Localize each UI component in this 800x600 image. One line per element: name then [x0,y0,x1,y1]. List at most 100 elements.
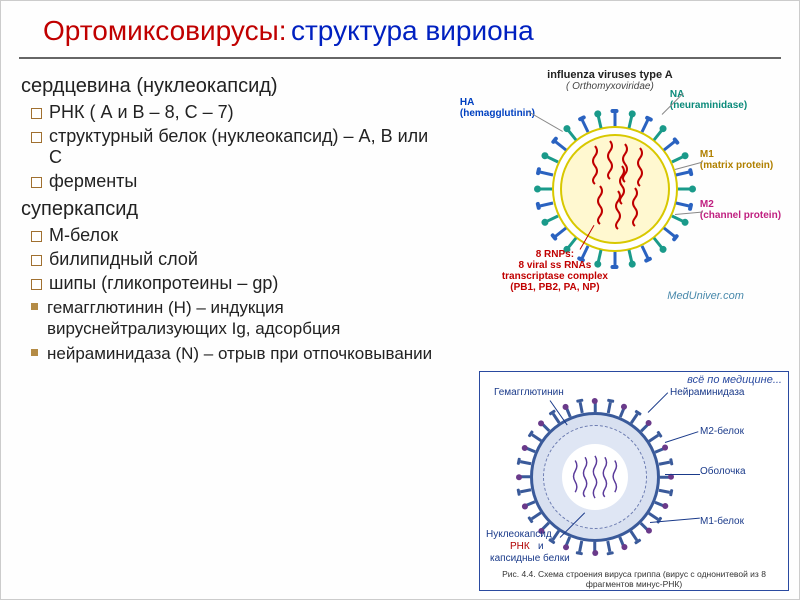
neuraminidase-spike-icon [648,512,659,520]
na-spike-icon [554,140,567,151]
neuraminidase-spike-icon [606,402,611,413]
ha-spike-icon [627,250,633,264]
section-2-sublist: гемагглютинин (H) – индукция вируснейтра… [21,297,440,364]
hemagglutinin-spike-icon [594,401,597,412]
v2-core [562,444,628,510]
watermark: MedUniver.com [667,290,744,302]
hemagglutinin-spike-icon [524,501,535,508]
neuraminidase-spike-icon [520,488,531,493]
rnp-segment-icon [617,164,627,206]
na-spike-icon [613,112,616,126]
hemagglutinin-spike-icon [619,537,626,548]
neuraminidase-spike-icon [579,402,584,413]
neuraminidase-spike-icon [606,541,611,552]
title: Ортомиксовирусы: структура вириона [19,1,781,59]
title-part2: структура вириона [291,15,534,46]
ha-spike-icon [538,188,552,191]
rnp-segment-icon [595,184,605,226]
label-capsid-proteins: капсидные белки [490,554,570,565]
hemagglutinin-spike-icon [660,476,671,479]
content-row: сердцевина (нуклеокапсид) РНК ( А и В – … [1,59,799,367]
rnp-segment-icon [590,144,600,186]
list-item: ферменты [49,171,440,192]
hemagglutinin-spike-icon [594,542,597,553]
label-m1: М1-белок [700,517,744,528]
ha-spike-icon [627,114,633,128]
rna-squiggles-icon [562,444,628,510]
na-spike-icon [540,170,554,176]
na-spike-icon [676,170,690,176]
list-item: структурный белок (нуклеокапсид) – А, В … [49,126,440,168]
virion-graphic [540,114,690,264]
list-item: РНК ( А и В – 8, С – 7) [49,102,440,123]
rnp-segment-icon [605,139,615,181]
diagram-influenza-a: influenza viruses type A ( Orthomyxoviri… [470,69,750,299]
rnp-segment-icon [635,146,645,188]
leader-line [665,474,700,475]
hemagglutinin-spike-icon [565,537,572,548]
diag2-caption: Рис. 4.4. Схема строения вируса гриппа (… [480,569,788,589]
neuraminidase-spike-icon [648,434,659,442]
diagram-gripp-scheme: всё по медицине... [479,371,789,591]
hemagglutinin-spike-icon [519,476,530,479]
diag2-header: всё по медицине... [480,372,788,388]
list-item: М-белок [49,225,440,246]
label-rnp: 8 RNPs: 8 viral ss RNAs transcriptase co… [490,249,620,293]
rnp-segment-icon [630,186,640,228]
label-m2: М2-белок [700,427,744,438]
hemagglutinin-spike-icon [619,406,626,417]
hemagglutinin-spike-icon [655,501,666,508]
image-column: influenza viruses type A ( Orthomyxoviri… [440,69,789,367]
leader-line [665,431,699,443]
na-spike-icon [540,202,554,208]
ha-spike-icon [566,128,577,141]
ha-spike-icon [671,215,685,224]
neuraminidase-spike-icon [579,541,584,552]
diag1-title: influenza viruses type A [470,69,750,81]
ha-spike-icon [545,215,559,224]
leader-line [528,111,563,132]
na-spike-icon [580,119,589,133]
na-spike-icon [641,245,650,259]
ha-spike-icon [596,114,602,128]
list-item: шипы (гликопротеины – gp) [49,273,440,294]
na-spike-icon [663,140,676,151]
neuraminidase-spike-icon [552,530,560,541]
list-item: билипидный слой [49,249,440,270]
v2-matrix [543,425,647,529]
v2-envelope [530,412,660,542]
ha-spike-icon [653,237,664,250]
neuraminidase-spike-icon [659,461,670,466]
neuraminidase-spike-icon [630,530,638,541]
ha-spike-icon [671,154,685,163]
ha-spike-icon [653,128,664,141]
ha-spike-icon [545,154,559,163]
label-ha: HA (hemagglutinin) [460,97,540,119]
section-1-list: РНК ( А и В – 8, С – 7) структурный бело… [21,102,440,192]
section-2-list: М-белок билипидный слой шипы (гликопроте… [21,225,440,294]
label-and: и [538,542,544,553]
list-item: гемагглютинин (H) – индукция вируснейтра… [47,297,440,340]
label-obolochka: Оболочка [700,467,746,478]
na-spike-icon [554,227,567,238]
neuraminidase-spike-icon [520,461,531,466]
neuraminidase-spike-icon [630,413,638,424]
label-m1: M1 (matrix protein) [700,149,780,171]
section-1-heading: сердцевина (нуклеокапсид) [21,75,440,98]
list-item: нейраминидаза (N) – отрыв при отпочковыв… [47,343,440,364]
na-spike-icon [663,227,676,238]
label-hemagglutinin: Гемагглютинин [494,388,564,399]
label-rnk: РНК [510,542,530,553]
na-spike-icon [641,119,650,133]
leader-line [648,392,669,413]
label-na: NA (neuraminidase) [670,89,760,111]
section-2-heading: суперкапсид [21,198,440,221]
title-part1: Ортомиксовирусы: [43,15,287,46]
hemagglutinin-spike-icon [655,447,666,454]
neuraminidase-spike-icon [531,512,542,520]
label-neuraminidase: Нейраминидаза [670,388,745,399]
neuraminidase-spike-icon [659,488,670,493]
hemagglutinin-spike-icon [640,522,650,532]
na-spike-icon [676,202,690,208]
label-m2: M2 (channel protein) [700,199,790,221]
